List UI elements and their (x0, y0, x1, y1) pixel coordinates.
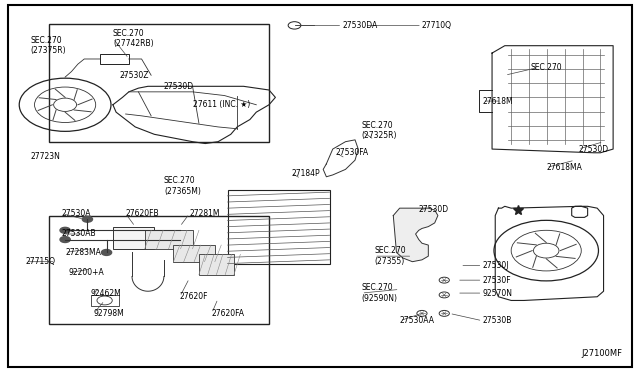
Circle shape (101, 250, 111, 256)
Text: 27283MA: 27283MA (65, 248, 101, 257)
Text: 27620FA: 27620FA (212, 309, 244, 318)
Text: 27530Z: 27530Z (119, 71, 148, 80)
Text: SEC.270: SEC.270 (531, 63, 562, 72)
Polygon shape (394, 208, 438, 262)
Circle shape (60, 237, 70, 243)
Text: 27723N: 27723N (30, 152, 60, 161)
Text: 27530A: 27530A (62, 209, 92, 218)
Text: 27281M: 27281M (189, 209, 220, 218)
Bar (173, 245, 215, 262)
Text: 27530AB: 27530AB (62, 230, 97, 238)
Text: J27100MF: J27100MF (581, 350, 622, 359)
Text: 27530D: 27530D (164, 82, 194, 91)
Bar (199, 254, 234, 275)
Text: 27620F: 27620F (180, 292, 208, 301)
Text: 27620FB: 27620FB (125, 209, 159, 218)
Text: SEC.270
(27375R): SEC.270 (27375R) (30, 36, 66, 55)
Text: 92462M: 92462M (91, 289, 122, 298)
Bar (49, 215, 269, 324)
Circle shape (60, 227, 70, 233)
Text: 27530J: 27530J (483, 261, 509, 270)
Text: 27715Q: 27715Q (26, 257, 56, 266)
Circle shape (83, 216, 93, 222)
Text: 27611 (INC. ★): 27611 (INC. ★) (193, 100, 250, 109)
Text: 27530AA: 27530AA (399, 316, 435, 325)
Text: 27530F: 27530F (483, 276, 511, 285)
Text: SEC.270
(27355): SEC.270 (27355) (374, 247, 406, 266)
Bar (91, 295, 119, 306)
Bar (49, 23, 269, 142)
Text: SEC.270
(27325R): SEC.270 (27325R) (362, 121, 397, 140)
Text: 27618M: 27618M (483, 97, 513, 106)
Bar (228, 190, 330, 263)
Text: 27710Q: 27710Q (422, 21, 452, 30)
Text: 92570N: 92570N (483, 289, 513, 298)
Bar (100, 54, 129, 64)
Text: 27530D: 27530D (578, 145, 608, 154)
Bar (113, 227, 154, 249)
Text: 27530FA: 27530FA (336, 148, 369, 157)
Text: 27618MA: 27618MA (546, 163, 582, 172)
Text: SEC.270
(27742RB): SEC.270 (27742RB) (113, 29, 154, 48)
Text: SEC.270
(27365M): SEC.270 (27365M) (164, 176, 201, 196)
Text: SEC.270
(92590N): SEC.270 (92590N) (362, 283, 397, 303)
Bar (145, 230, 193, 249)
Text: 92798M: 92798M (94, 309, 125, 318)
Text: 27530B: 27530B (483, 316, 512, 325)
Text: 27530D: 27530D (419, 205, 449, 215)
Text: 27530DA: 27530DA (342, 21, 378, 30)
Text: 92200+A: 92200+A (68, 268, 104, 277)
Text: 27184P: 27184P (291, 169, 320, 177)
